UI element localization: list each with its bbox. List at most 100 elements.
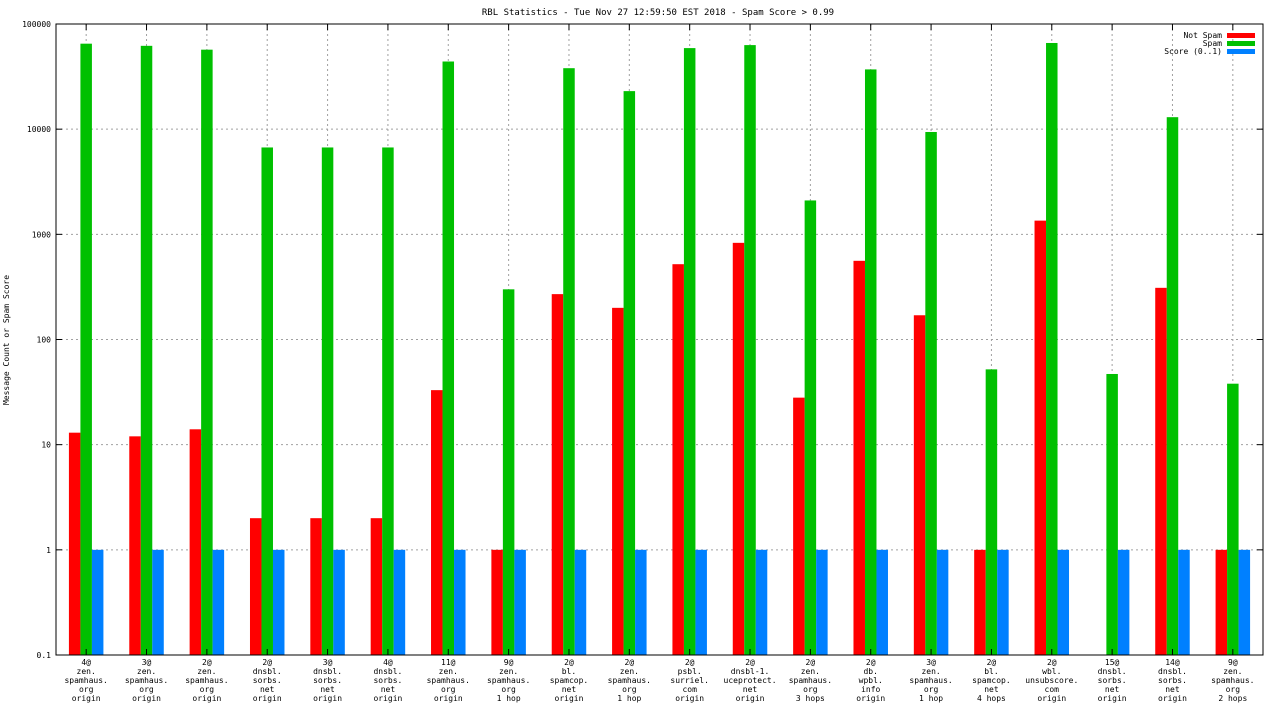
x-category-label-line: 2@ [866,658,876,667]
x-category-label: 3@ zen. spamhaus. org 1 hop [909,658,952,703]
x-category-label-line: 11@ [441,658,456,667]
bar-spam [382,147,394,655]
bar-score-0-1 [574,549,587,655]
x-category-label-line: org [501,685,516,694]
legend-label: Spam [1203,39,1222,48]
x-category-label-line: zen. [620,667,639,676]
x-category-label-line: 2 hops [1218,694,1247,703]
x-category-label-line: dnsbl. [373,667,402,676]
x-category-label-line: net [320,685,335,694]
bar-not-spam [974,549,986,655]
x-category-label-line: zen. [439,667,458,676]
y-tick-label: 0.1 [37,651,52,660]
y-axis-label: Message Count or Spam Score [2,275,11,405]
bar-not-spam [129,436,141,655]
x-category-label-line: 15@ [1105,658,1120,667]
x-category-label-line: origin [313,694,342,703]
x-category-label-line: spamhaus. [185,676,228,685]
x-category-label-line: 9@ [1228,658,1238,667]
x-category-label-line: net [1165,685,1180,694]
bar-spam [80,43,92,656]
bar-not-spam [1034,220,1047,655]
bar-not-spam [1155,287,1167,655]
x-category-label-line: 1 hop [919,694,943,703]
x-category-label-line: unsubscore. [1025,676,1078,685]
x-category-label: 2@ zen. spamhaus. org 1 hop [608,658,651,703]
x-category-label-line: origin [856,694,885,703]
y-tick-label: 100000 [22,20,51,29]
x-category-label-line: spamhaus. [487,676,530,685]
x-category-label: 4@ zen. spamhaus. org origin [64,658,107,703]
bar-spam [502,289,515,655]
x-category-label: 11@ zen. spamhaus. org origin [427,658,470,703]
bar-not-spam [431,390,443,655]
x-category-label-line: origin [1158,694,1187,703]
bar-score-0-1 [816,549,828,655]
x-category-label-line: sorbs. [373,676,402,685]
bar-spam [1046,42,1058,656]
bar-not-spam [189,429,202,655]
x-category-label-line: 1 hop [617,694,641,703]
x-category-label-line: dnsbl. [313,667,342,676]
x-category-label-line: spamhaus. [1211,676,1254,685]
x-category-label: 4@ dnsbl. sorbs. net origin [373,658,402,703]
x-category-label-line: org [803,685,818,694]
x-category-label-line: 2@ [1047,658,1057,667]
x-category-label-line: 2@ [987,658,997,667]
bar-spam [201,49,213,656]
x-category-label-line: net [381,685,396,694]
bar-score-0-1 [514,549,526,655]
bar-spam [1106,373,1118,655]
bar-score-0-1 [272,549,285,655]
x-category-label-line: origin [72,694,101,703]
x-category-label-line: zen. [499,667,518,676]
x-category-label-line: bl. [984,667,998,676]
y-tick-label: 100 [37,336,52,345]
x-category-label-line: com [1045,685,1060,694]
bar-score-0-1 [333,549,345,655]
bar-score-0-1 [695,549,707,655]
x-category-label-line: dnsbl-1. [731,667,770,676]
bar-score-0-1 [1117,549,1130,655]
x-category-label-line: wpbl. [859,676,883,685]
x-category-label-line: net [562,685,577,694]
x-category-label-line: sorbs. [313,676,342,685]
bar-spam [623,91,636,656]
bar-not-spam [370,518,383,655]
y-tick-label: 10 [41,441,51,450]
x-category-label-line: org [924,685,939,694]
bar-score-0-1 [152,549,164,655]
x-category-label-line: zen. [137,667,156,676]
bar-spam [563,68,575,655]
x-category-label-line: 2@ [564,658,574,667]
x-category-label: 2@ bl. spamcop. net 4 hops [972,658,1011,703]
x-category-label-line: zen. [77,667,96,676]
x-category-label: 9@ zen. spamhaus. org 1 hop [487,658,530,703]
x-category-label-line: zen. [921,667,940,676]
x-category-label: 2@ dnsbl. sorbs. net origin [253,658,282,703]
x-category-label-line: spamcop. [550,676,589,685]
bar-score-0-1 [876,549,888,655]
bar-spam [321,147,334,655]
x-category-label-line: zen. [197,667,216,676]
x-category-label: 9@ zen. spamhaus. org 2 hops [1211,658,1254,703]
x-category-label: 2@ db. wpbl. info origin [856,658,885,703]
x-category-label-line: net [743,685,758,694]
x-category-label-line: 3@ [323,658,333,667]
x-category-label-line: db. [863,667,877,676]
x-category-label-line: spamhaus. [64,676,107,685]
y-tick-label: 1000 [32,230,51,239]
x-category-label-line: 2@ [202,658,212,667]
x-category-label-line: 2@ [625,658,635,667]
x-category-label: 2@ wbl. unsubscore. com origin [1025,658,1078,703]
x-category-label: 14@ dnsbl. sorbs. net origin [1158,658,1187,703]
x-category-label: 3@ zen. spamhaus. org origin [125,658,168,703]
x-category-label-line: surriel. [670,676,709,685]
x-category-label: 2@ dnsbl-1. uceprotect. net origin [724,658,777,703]
bar-spam [1166,117,1179,656]
bar-not-spam [68,432,81,655]
x-category-label-line: spamhaus. [909,676,952,685]
x-category-label-line: spamhaus. [125,676,168,685]
x-category-label-line: net [260,685,275,694]
